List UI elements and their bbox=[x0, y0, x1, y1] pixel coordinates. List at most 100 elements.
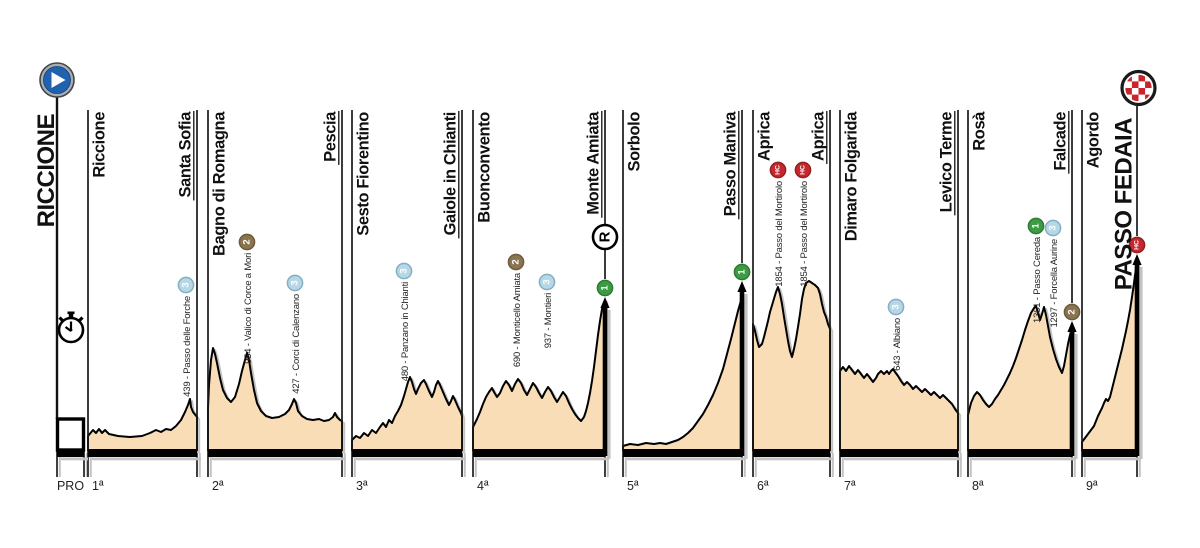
town-label-agordo: Agordo bbox=[1085, 112, 1103, 169]
stage-5-baseline-bar bbox=[623, 450, 742, 457]
stage-6-profile bbox=[752, 280, 831, 451]
checkered-flag-icon bbox=[1120, 69, 1157, 107]
stage-1-baseline-bar bbox=[88, 450, 197, 457]
climb-label-643-albiano: 643 - Albiano bbox=[892, 318, 903, 371]
finish-category-2-icon bbox=[1063, 303, 1081, 321]
svg-text:2: 2 bbox=[242, 239, 253, 244]
town-label-dimaro-folgarida: Dimaro Folgarida bbox=[843, 111, 861, 242]
finish-arrow-icon bbox=[737, 281, 747, 292]
finish-arrow-icon bbox=[600, 297, 610, 308]
svg-text:3: 3 bbox=[399, 268, 410, 273]
town-label-bagno-di-romagna: Bagno di Romagna bbox=[211, 111, 229, 256]
prologue-baseline-bar bbox=[57, 450, 84, 457]
town-label-finish-falcade: Falcade bbox=[1052, 112, 1070, 171]
category-hc-icon bbox=[769, 161, 787, 179]
stage-2-profile bbox=[207, 347, 343, 451]
svg-text:3: 3 bbox=[290, 280, 301, 285]
finish-category-1-icon bbox=[596, 279, 614, 297]
finish-arrow-icon bbox=[1067, 321, 1077, 332]
stage-8-profile bbox=[967, 305, 1073, 451]
stage-6-baseline-bar bbox=[753, 450, 830, 457]
category-3-icon bbox=[887, 298, 905, 316]
town-label-ros: Rosà bbox=[971, 111, 989, 151]
start-play-icon bbox=[39, 62, 75, 98]
svg-text:1: 1 bbox=[737, 269, 748, 275]
svg-text:1: 1 bbox=[1031, 223, 1042, 229]
stage-tick-8: 8ª bbox=[972, 479, 984, 493]
svg-text:HC: HC bbox=[1134, 240, 1141, 250]
svg-text:2: 2 bbox=[511, 259, 522, 264]
category-3-icon bbox=[286, 274, 304, 292]
town-label-finish-monte-amiata: Monte Amiata bbox=[585, 111, 603, 215]
climb-label-1297-forcella-aurine: 1297 - Forcella Aurine bbox=[1049, 239, 1060, 328]
climb-label-427-corci-di-calenzano: 427 - Corci di Calenzano bbox=[291, 294, 302, 394]
stage-tick-6: 6ª bbox=[757, 479, 769, 493]
svg-text:HC: HC bbox=[800, 165, 807, 175]
rest-day-label: R bbox=[597, 231, 614, 242]
town-label-finish-pescia: Pescia bbox=[322, 111, 340, 162]
stage-tick-pro: PRO bbox=[57, 479, 84, 493]
svg-text:3: 3 bbox=[181, 282, 192, 287]
category-2-icon bbox=[238, 233, 256, 251]
finish-arrow-icon bbox=[1132, 254, 1142, 265]
stage-3-baseline-bar bbox=[352, 450, 462, 457]
category-3-icon bbox=[538, 273, 556, 291]
category-3-icon bbox=[395, 262, 413, 280]
grand-start-label: RICCIONE bbox=[33, 114, 60, 228]
category-hc-icon bbox=[794, 161, 812, 179]
town-label-finish-aprica: Aprica bbox=[810, 111, 828, 161]
svg-text:2: 2 bbox=[1067, 309, 1078, 314]
stage-tick-5: 5ª bbox=[627, 479, 639, 493]
climb-label-690-monticello-amiata: 690 - Monticello Amiata bbox=[512, 272, 523, 367]
stage-9-baseline-bar bbox=[1082, 450, 1137, 457]
svg-text:1: 1 bbox=[600, 285, 611, 291]
category-3-icon bbox=[177, 276, 195, 294]
finish-category-1-icon bbox=[733, 263, 751, 281]
town-label-finish-levico-terme: Levico Terme bbox=[938, 112, 956, 213]
category-1-icon bbox=[1027, 217, 1045, 235]
stage-7-baseline-bar bbox=[840, 450, 958, 457]
climb-label-954-valico-di-corce-a-mori: 954 - Valico di Corce a Mori bbox=[243, 253, 254, 364]
stage-9-profile bbox=[1081, 260, 1138, 451]
climb-label-1854-passo-del-mortirolo: 1854 - Passo del Mortirolo bbox=[799, 181, 810, 287]
climb-label-480-panzano-in-chianti: 480 - Panzano in Chianti bbox=[400, 282, 411, 381]
category-2-icon bbox=[507, 253, 525, 271]
stage-tick-2: 2ª bbox=[212, 479, 224, 493]
stage-2-baseline-bar bbox=[208, 450, 342, 457]
svg-text:3: 3 bbox=[542, 279, 553, 284]
town-label-finish-santa-sofia: Santa Sofia bbox=[177, 111, 195, 198]
town-label-aprica: Aprica bbox=[756, 111, 774, 161]
stage-tick-4: 4ª bbox=[477, 479, 489, 493]
stage-tick-9: 9ª bbox=[1086, 479, 1098, 493]
rest-day-icon bbox=[591, 223, 619, 251]
climb-label-439-passo-delle-forche: 439 - Passo delle Forche bbox=[182, 296, 193, 397]
grand-finish-label: PASSO FEDAIA bbox=[1111, 118, 1138, 290]
stage-3-profile bbox=[351, 376, 463, 451]
climb-label-1854-passo-del-mortirolo: 1854 - Passo del Mortirolo bbox=[774, 181, 785, 287]
stopwatch-icon bbox=[57, 311, 85, 344]
climb-label-937-montieri: 937 - Montieri bbox=[543, 293, 554, 348]
town-label-buonconvento: Buonconvento bbox=[476, 112, 494, 223]
stage-1-profile bbox=[87, 398, 198, 451]
stage-tick-3: 3ª bbox=[356, 479, 368, 493]
stage-tick-7: 7ª bbox=[844, 479, 856, 493]
town-label-sesto-fiorentino: Sesto Fiorentino bbox=[355, 112, 373, 236]
stage-4-profile bbox=[472, 299, 606, 451]
finish-category-hc-icon bbox=[1128, 236, 1146, 254]
prologue-box bbox=[55, 417, 86, 452]
stage-4-baseline-bar bbox=[473, 450, 605, 457]
town-label-finish-gaiole-in-chianti: Gaiole in Chianti bbox=[442, 112, 460, 235]
town-label-riccione: Riccione bbox=[91, 112, 109, 178]
stage-8-baseline-bar bbox=[968, 450, 1072, 457]
svg-text:3: 3 bbox=[1048, 225, 1059, 230]
town-label-finish-passo-maniva: Passo Maniva bbox=[722, 111, 740, 217]
town-label-sorbolo: Sorbolo bbox=[626, 112, 644, 172]
climb-label-1361-passo-cereda: 1361 - Passo Cereda bbox=[1032, 236, 1043, 323]
stage-7-profile bbox=[839, 365, 959, 451]
stage-5-profile bbox=[622, 296, 743, 451]
category-3-icon bbox=[1044, 219, 1062, 237]
svg-text:HC: HC bbox=[775, 165, 782, 175]
stage-tick-1: 1ª bbox=[92, 479, 104, 493]
